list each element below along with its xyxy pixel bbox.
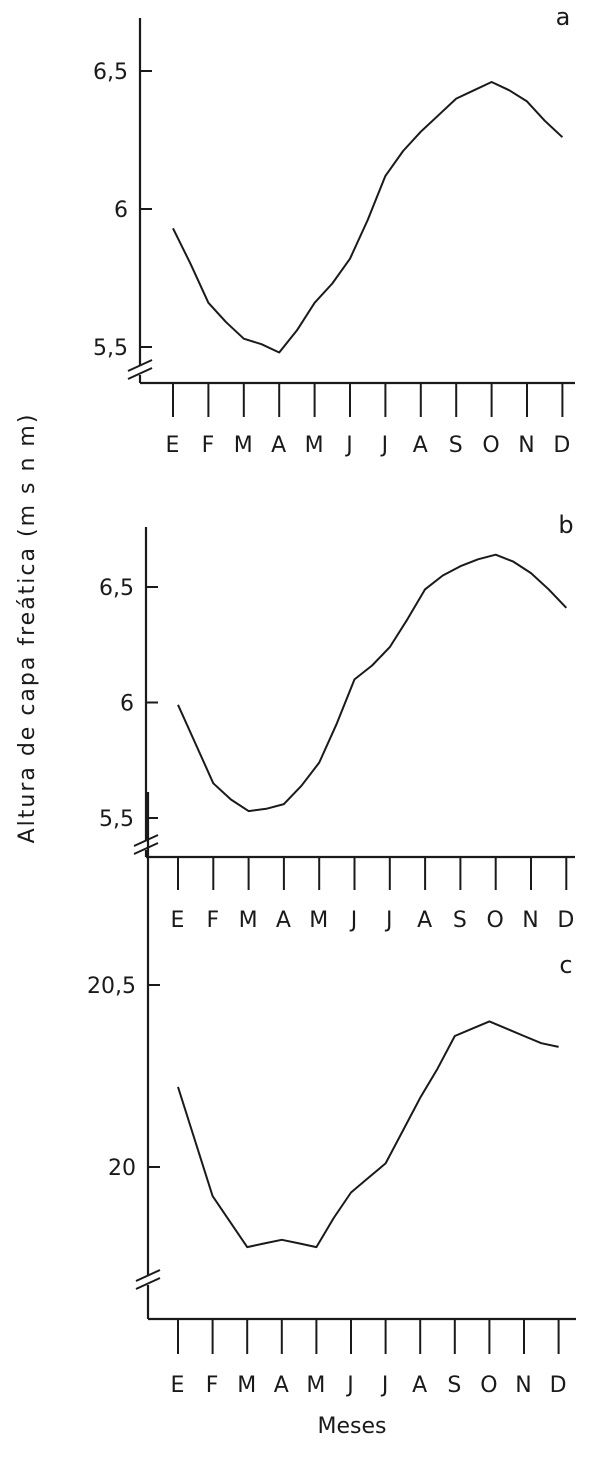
axis-break-mark: [135, 1269, 161, 1282]
x-tick-label: S: [453, 908, 468, 933]
panel-label: b: [558, 511, 573, 539]
x-tick-label: M: [306, 1373, 326, 1398]
x-tick-label: F: [206, 908, 220, 933]
x-tick-label: F: [202, 433, 216, 458]
x-tick-label: M: [305, 433, 325, 458]
x-tick-label: D: [550, 1373, 568, 1398]
data-line: [177, 1020, 559, 1249]
x-tick-label: S: [447, 1373, 462, 1398]
data-line: [177, 553, 568, 813]
x-tick-label: N: [522, 908, 539, 933]
x-tick-label: M: [309, 908, 329, 933]
x-axis-label: Meses: [318, 1414, 387, 1439]
x-tick-label: N: [515, 1373, 532, 1398]
y-axis-label: Altura de capa freática (m s n m): [15, 413, 40, 844]
axis-break-mark: [133, 834, 159, 847]
y-tick-label: 20,5: [87, 974, 136, 999]
x-tick-label: A: [271, 433, 287, 458]
x-tick-label: M: [234, 433, 254, 458]
x-tick-label: J: [380, 433, 390, 458]
x-tick-label: O: [482, 433, 500, 458]
axis-break-mark: [133, 842, 159, 855]
x-tick-label: E: [171, 908, 186, 933]
x-tick-label: D: [557, 908, 575, 933]
x-tick-label: A: [417, 908, 433, 933]
chart-panel-a: 6,565,5E F M A M J J A S O N Da: [93, 3, 575, 458]
y-tick-label: 6,5: [99, 576, 134, 601]
x-tick-label: M: [239, 908, 259, 933]
y-tick-label: 20: [108, 1156, 136, 1181]
y-tick-label: 6: [120, 692, 134, 717]
axis-break-mark: [127, 359, 153, 372]
axis-break-mark: [127, 367, 153, 380]
x-tick-label: O: [487, 908, 505, 933]
x-tick-label: J: [349, 908, 359, 933]
axis-break-mark: [135, 1277, 161, 1290]
x-tick-label: A: [412, 1373, 428, 1398]
chart-panel-b: 6,565,5E F M A M J J A S O N Db: [99, 511, 575, 933]
x-tick-label: N: [518, 433, 535, 458]
x-tick-label: A: [413, 433, 429, 458]
x-tick-label: J: [345, 1373, 355, 1398]
panel-label: c: [559, 951, 572, 979]
data-line: [172, 81, 564, 354]
panel-label: a: [556, 3, 571, 31]
x-tick-label: D: [553, 433, 571, 458]
x-tick-label: J: [344, 433, 354, 458]
x-tick-label: A: [276, 908, 292, 933]
y-tick-label: 5,5: [99, 807, 134, 832]
y-tick-label: 6: [114, 198, 128, 223]
x-tick-label: O: [480, 1373, 498, 1398]
x-tick-label: E: [166, 433, 181, 458]
x-tick-label: S: [449, 433, 464, 458]
x-tick-label: A: [274, 1373, 290, 1398]
y-tick-label: 6,5: [93, 60, 128, 85]
x-tick-label: F: [206, 1373, 220, 1398]
x-tick-label: E: [171, 1373, 186, 1398]
y-tick-label: 5,5: [93, 336, 128, 361]
x-tick-label: J: [380, 1373, 390, 1398]
x-tick-label: J: [384, 908, 394, 933]
x-tick-label: M: [237, 1373, 257, 1398]
